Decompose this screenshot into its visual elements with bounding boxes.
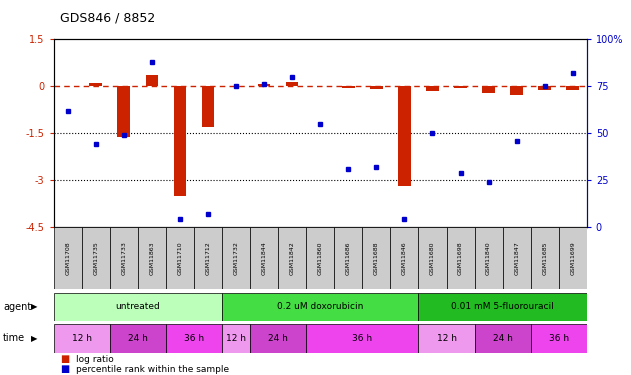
Text: ▶: ▶ xyxy=(32,334,38,343)
Text: GDS846 / 8852: GDS846 / 8852 xyxy=(60,11,155,24)
Bar xyxy=(222,227,250,289)
Bar xyxy=(278,227,306,289)
Text: GSM11733: GSM11733 xyxy=(121,241,126,275)
Text: GSM11688: GSM11688 xyxy=(374,241,379,274)
Bar xyxy=(503,227,531,289)
Bar xyxy=(482,86,495,93)
Bar xyxy=(334,227,362,289)
Bar xyxy=(531,227,559,289)
Text: 0.2 uM doxorubicin: 0.2 uM doxorubicin xyxy=(277,302,363,311)
Bar xyxy=(538,86,551,90)
Text: GSM11699: GSM11699 xyxy=(570,241,575,274)
Text: GSM11685: GSM11685 xyxy=(542,241,547,274)
Bar xyxy=(475,227,503,289)
Bar xyxy=(447,227,475,289)
Bar xyxy=(391,227,418,289)
Text: 36 h: 36 h xyxy=(184,334,204,343)
Text: ▶: ▶ xyxy=(32,302,38,311)
Text: 24 h: 24 h xyxy=(493,334,512,343)
Text: GSM11842: GSM11842 xyxy=(290,241,295,274)
Bar xyxy=(258,84,271,86)
Text: GSM11844: GSM11844 xyxy=(262,241,267,274)
Bar xyxy=(475,324,531,352)
Bar xyxy=(54,227,81,289)
Bar xyxy=(54,324,110,352)
Bar xyxy=(194,227,222,289)
Bar xyxy=(174,86,186,196)
Bar xyxy=(306,324,418,352)
Bar xyxy=(222,292,418,321)
Bar xyxy=(370,86,382,89)
Bar xyxy=(362,227,391,289)
Bar xyxy=(531,324,587,352)
Text: GSM11698: GSM11698 xyxy=(458,241,463,274)
Text: 12 h: 12 h xyxy=(226,334,246,343)
Bar xyxy=(222,324,250,352)
Text: GSM11680: GSM11680 xyxy=(430,241,435,274)
Text: 36 h: 36 h xyxy=(352,334,372,343)
Bar xyxy=(510,86,523,95)
Text: 24 h: 24 h xyxy=(128,334,148,343)
Text: percentile rank within the sample: percentile rank within the sample xyxy=(76,365,229,374)
Bar xyxy=(342,86,355,88)
Bar xyxy=(426,86,439,91)
Text: GSM11863: GSM11863 xyxy=(150,241,155,274)
Bar xyxy=(250,324,306,352)
Bar xyxy=(90,83,102,86)
Bar xyxy=(166,324,222,352)
Text: 36 h: 36 h xyxy=(549,334,569,343)
Text: GSM11846: GSM11846 xyxy=(402,241,407,274)
Bar xyxy=(250,227,278,289)
Text: GSM11732: GSM11732 xyxy=(233,241,239,275)
Bar xyxy=(166,227,194,289)
Text: 12 h: 12 h xyxy=(72,334,91,343)
Text: GSM11710: GSM11710 xyxy=(177,241,182,274)
Text: GSM11735: GSM11735 xyxy=(93,241,98,274)
Text: log ratio: log ratio xyxy=(76,355,114,364)
Bar xyxy=(146,75,158,86)
Bar xyxy=(81,227,110,289)
Text: 24 h: 24 h xyxy=(268,334,288,343)
Text: GSM11840: GSM11840 xyxy=(486,241,491,274)
Text: GSM11712: GSM11712 xyxy=(206,241,211,274)
Bar xyxy=(110,227,138,289)
Bar xyxy=(138,227,166,289)
Bar xyxy=(117,86,130,137)
Text: 12 h: 12 h xyxy=(437,334,456,343)
Bar xyxy=(286,82,298,86)
Bar xyxy=(418,292,587,321)
Bar xyxy=(418,324,475,352)
Text: untreated: untreated xyxy=(115,302,160,311)
Bar xyxy=(202,86,215,127)
Bar xyxy=(54,292,222,321)
Text: 0.01 mM 5-fluorouracil: 0.01 mM 5-fluorouracil xyxy=(451,302,554,311)
Bar xyxy=(559,227,587,289)
Text: GSM11686: GSM11686 xyxy=(346,241,351,274)
Text: time: time xyxy=(3,333,25,344)
Bar xyxy=(398,86,411,186)
Text: ■: ■ xyxy=(60,364,69,374)
Bar xyxy=(418,227,447,289)
Text: GSM11860: GSM11860 xyxy=(318,241,322,274)
Text: GSM11847: GSM11847 xyxy=(514,241,519,274)
Bar xyxy=(454,86,467,88)
Bar xyxy=(306,227,334,289)
Bar xyxy=(110,324,166,352)
Text: agent: agent xyxy=(3,302,32,312)
Text: ■: ■ xyxy=(60,354,69,364)
Text: GSM11708: GSM11708 xyxy=(65,241,70,274)
Bar xyxy=(567,86,579,90)
